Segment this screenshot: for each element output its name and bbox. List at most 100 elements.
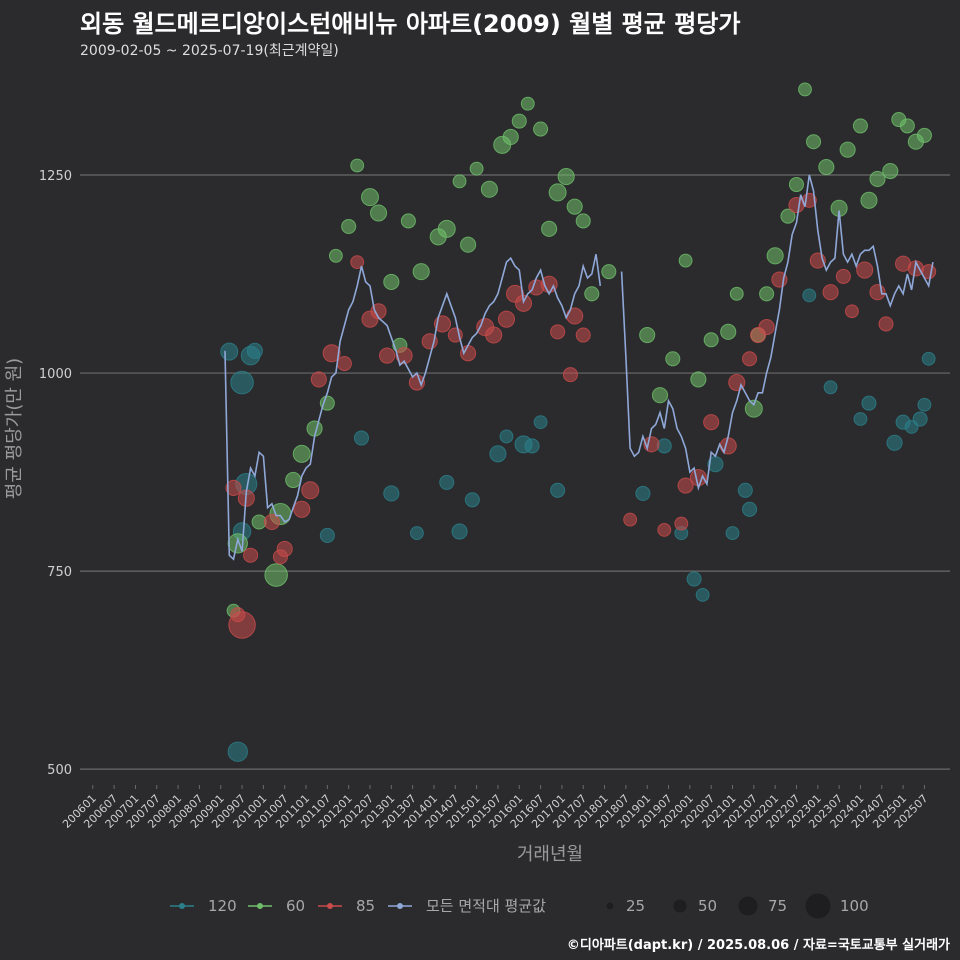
data-point bbox=[460, 236, 477, 253]
data-point bbox=[378, 347, 396, 364]
data-point bbox=[759, 286, 775, 302]
data-point bbox=[439, 474, 455, 490]
y-tick-label: 500 bbox=[47, 763, 72, 778]
data-point bbox=[497, 310, 516, 328]
data-point bbox=[370, 303, 387, 320]
legend-size-marker bbox=[738, 896, 758, 916]
data-point bbox=[720, 323, 737, 340]
data-point bbox=[533, 121, 549, 137]
y-axis-title: 평균 평당가(만 원) bbox=[4, 358, 25, 499]
legend-size-label: 75 bbox=[768, 897, 787, 915]
legend-marker bbox=[179, 903, 185, 909]
data-point bbox=[869, 284, 886, 301]
data-point bbox=[243, 547, 259, 563]
data-point bbox=[227, 741, 248, 762]
data-point bbox=[437, 219, 456, 238]
data-point bbox=[350, 158, 365, 173]
data-point bbox=[651, 387, 669, 404]
data-point bbox=[550, 324, 566, 340]
data-point bbox=[677, 477, 694, 494]
legend-marker bbox=[257, 903, 263, 909]
data-point bbox=[452, 174, 467, 189]
data-point bbox=[844, 304, 859, 319]
data-point bbox=[395, 347, 413, 365]
data-point bbox=[285, 471, 302, 489]
data-point bbox=[524, 438, 540, 454]
data-point bbox=[353, 430, 369, 446]
data-point bbox=[533, 415, 548, 430]
data-point bbox=[856, 261, 874, 279]
data-point bbox=[882, 162, 899, 180]
data-point bbox=[227, 533, 248, 554]
data-point bbox=[400, 213, 416, 229]
legend-size-marker bbox=[805, 893, 831, 919]
data-point bbox=[511, 113, 527, 129]
legend-size-label: 50 bbox=[698, 897, 717, 915]
data-point bbox=[369, 204, 388, 222]
legend-size-label: 100 bbox=[840, 897, 869, 915]
data-point bbox=[878, 316, 894, 332]
data-point bbox=[276, 540, 293, 557]
data-point bbox=[758, 319, 775, 336]
data-point bbox=[350, 255, 365, 270]
data-point bbox=[336, 356, 352, 372]
data-point bbox=[695, 587, 710, 602]
average-line bbox=[224, 174, 934, 561]
data-point bbox=[264, 563, 288, 587]
legend-label: 모든 면적대 평균값 bbox=[426, 897, 546, 915]
data-point bbox=[802, 288, 817, 303]
data-point bbox=[703, 414, 720, 431]
data-point bbox=[566, 307, 584, 325]
data-point bbox=[912, 411, 928, 427]
data-point bbox=[657, 522, 672, 537]
data-point bbox=[719, 437, 737, 455]
x-axis-title: 거래년월 bbox=[517, 844, 583, 865]
data-point bbox=[541, 220, 558, 237]
data-point bbox=[520, 96, 535, 111]
data-point bbox=[703, 332, 719, 348]
data-point bbox=[228, 611, 256, 639]
data-point bbox=[246, 342, 263, 359]
data-point bbox=[725, 526, 740, 540]
data-point bbox=[584, 286, 600, 302]
data-point bbox=[575, 327, 591, 343]
data-point bbox=[383, 485, 400, 502]
data-point bbox=[499, 429, 514, 444]
chart-subtitle: 2009-02-05 ~ 2025-07-19(최근계약일) bbox=[80, 43, 339, 59]
data-point bbox=[623, 512, 638, 527]
y-tick-label: 1250 bbox=[39, 169, 72, 184]
series-60 bbox=[226, 82, 932, 618]
data-point bbox=[328, 248, 343, 263]
data-point bbox=[766, 247, 784, 265]
data-point bbox=[853, 412, 868, 426]
data-point bbox=[451, 523, 468, 540]
data-point bbox=[220, 342, 239, 361]
data-point bbox=[886, 434, 903, 451]
data-point bbox=[514, 294, 533, 312]
data-point bbox=[562, 367, 578, 383]
data-point bbox=[639, 326, 656, 344]
data-point bbox=[860, 191, 878, 209]
legend-size-label: 25 bbox=[626, 897, 645, 915]
data-point bbox=[839, 141, 856, 158]
data-point bbox=[310, 371, 327, 388]
data-point bbox=[469, 161, 484, 176]
data-point bbox=[665, 351, 681, 367]
legend: 120 60 85 모든 면적대 평균값 25 50 75 100 bbox=[170, 893, 869, 919]
data-point bbox=[292, 444, 311, 463]
data-point bbox=[869, 170, 886, 188]
data-point bbox=[601, 264, 617, 280]
legend-marker bbox=[397, 903, 403, 909]
data-point bbox=[489, 445, 507, 463]
chart-title: 외동 월드메르디앙이스턴애비뉴 아파트(2009) 월별 평균 평당가 bbox=[80, 10, 741, 38]
data-point bbox=[557, 168, 575, 186]
data-point bbox=[798, 82, 812, 97]
legend-size-marker bbox=[606, 902, 614, 910]
data-point bbox=[744, 399, 763, 418]
data-point bbox=[835, 268, 851, 284]
data-point bbox=[409, 526, 424, 540]
data-point bbox=[690, 371, 707, 388]
legend-label: 60 bbox=[286, 897, 305, 915]
y-tick-label: 750 bbox=[47, 565, 72, 580]
data-point bbox=[383, 273, 400, 290]
